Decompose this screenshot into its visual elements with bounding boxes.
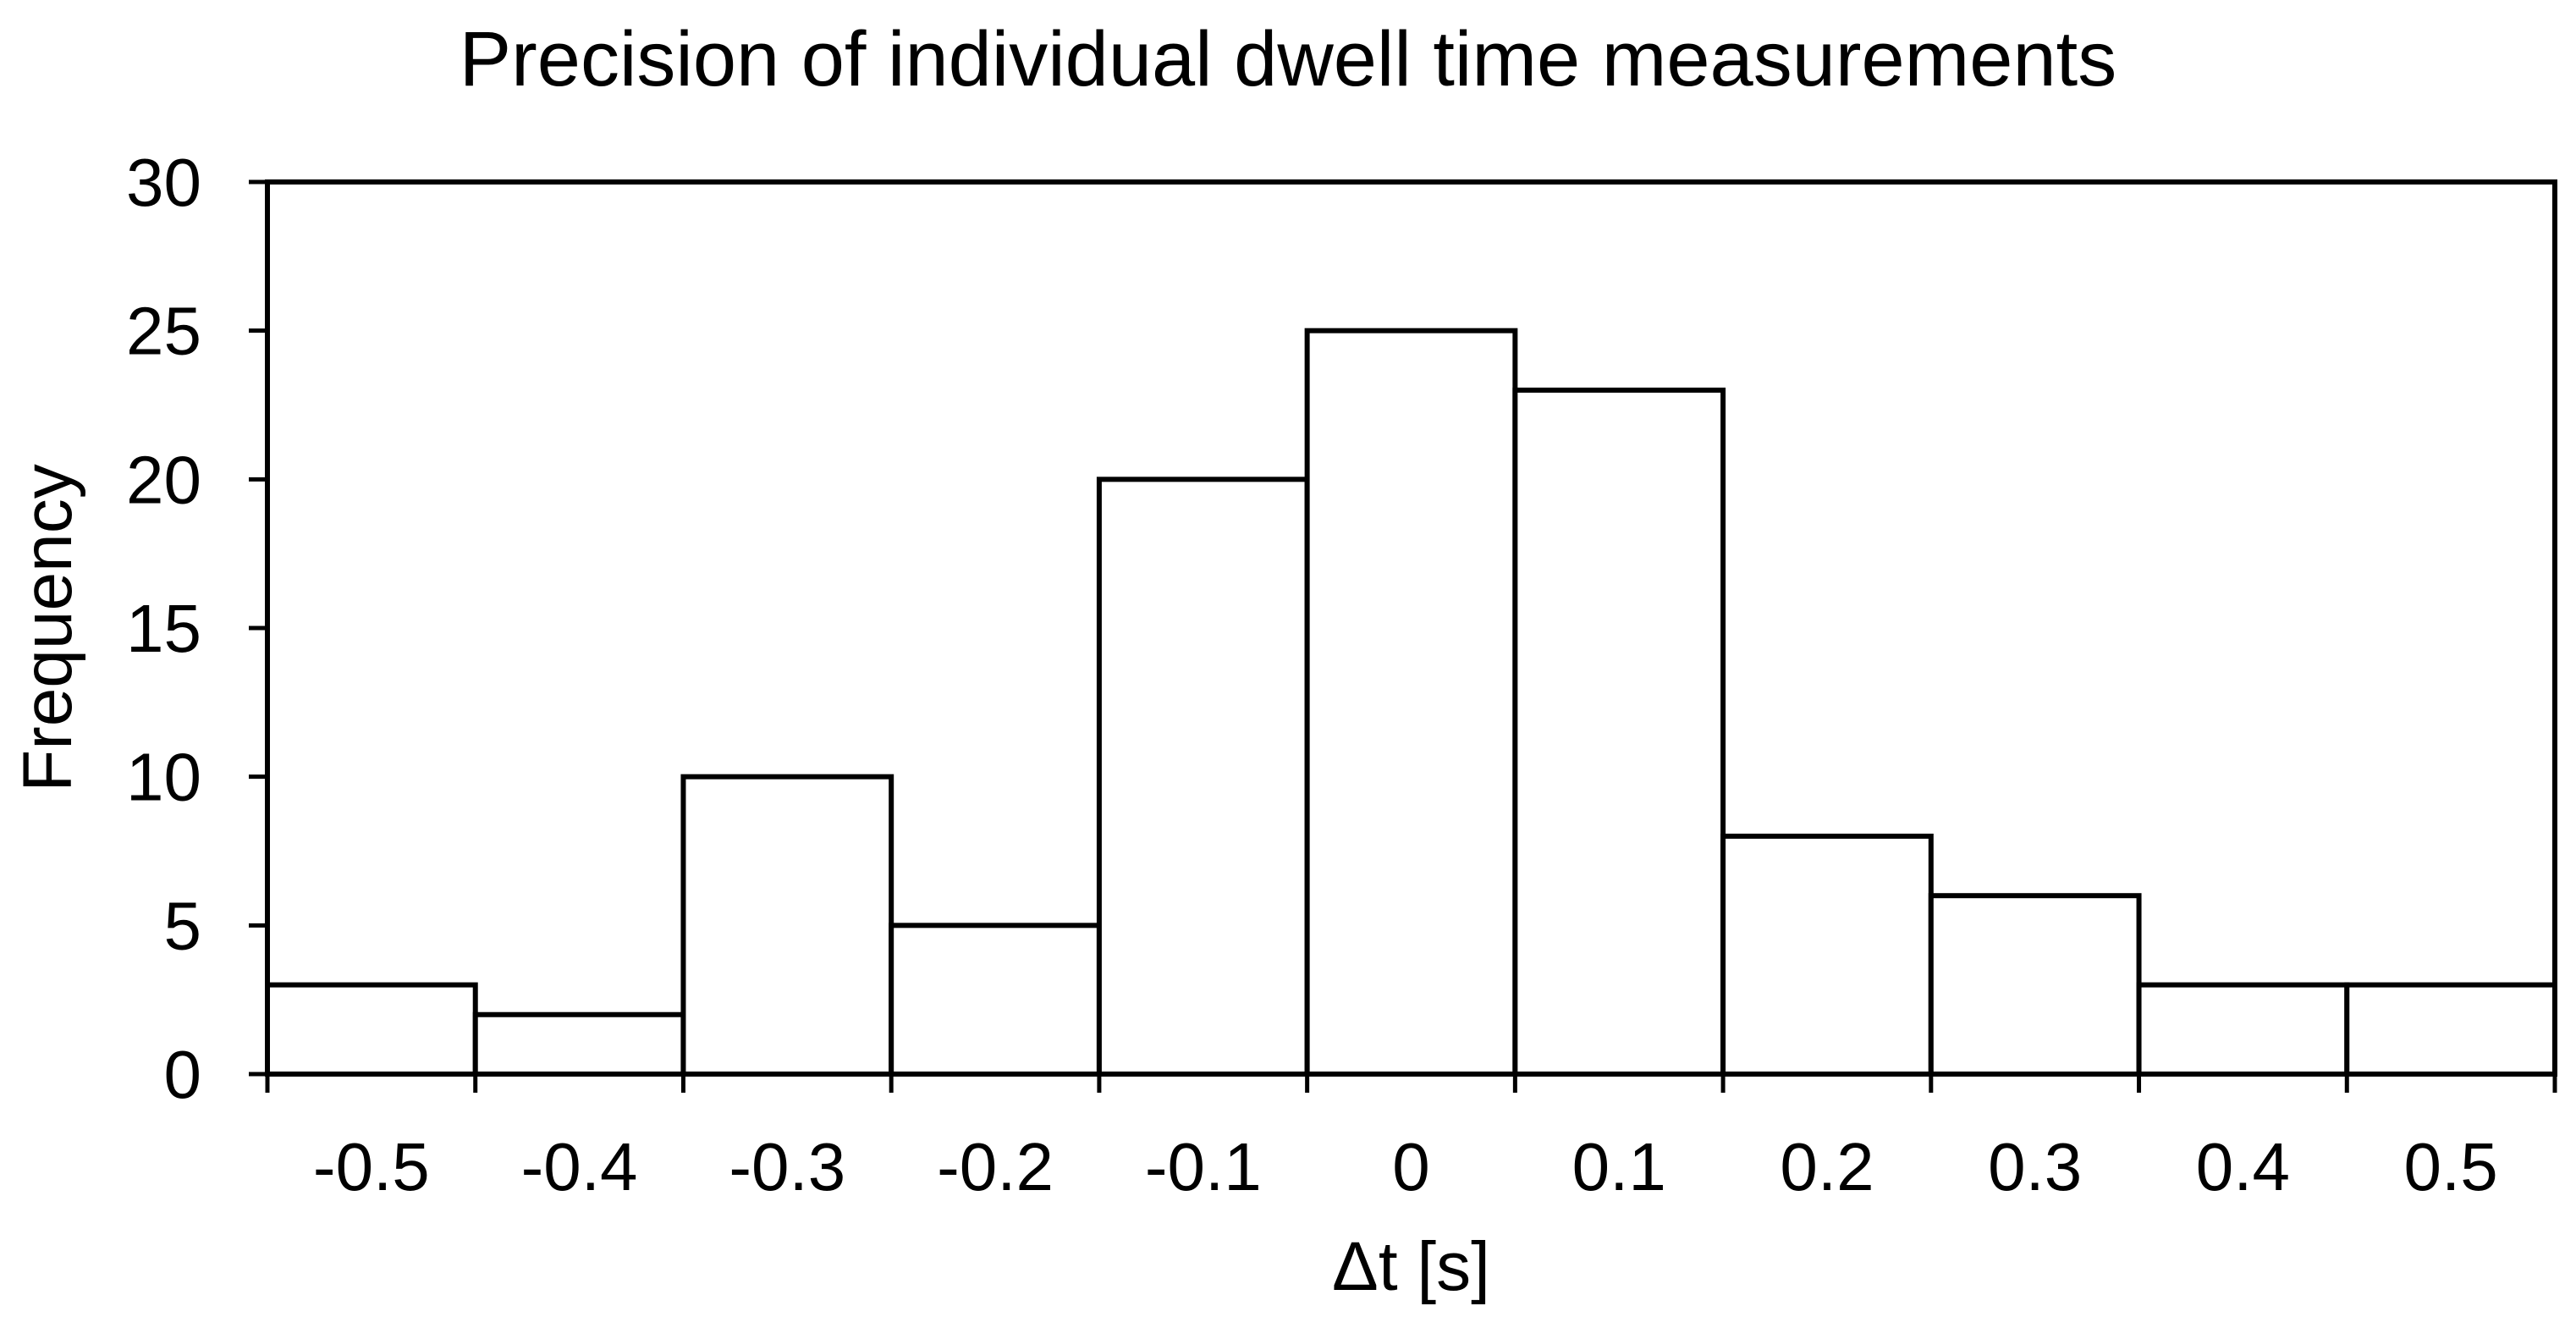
bar	[1720, 833, 1934, 1077]
x-tick-label: 0.2	[1780, 1129, 1874, 1204]
bar	[1512, 387, 1726, 1077]
x-tick-label: -0.3	[729, 1129, 845, 1204]
x-tick-label: 0.4	[2196, 1129, 2290, 1204]
y-tick-label: 20	[126, 442, 201, 517]
bars-group	[265, 328, 2557, 1077]
x-tick-label: -0.1	[1145, 1129, 1262, 1204]
bar	[1096, 477, 1310, 1077]
y-tick-label: 0	[164, 1037, 202, 1112]
y-tick-label: 10	[126, 740, 201, 815]
x-tick-label: -0.2	[937, 1129, 1054, 1204]
bar	[472, 1011, 686, 1077]
x-axis-label: Δt [s]	[1332, 1228, 1490, 1305]
x-tick-label: -0.4	[521, 1129, 638, 1204]
bar	[265, 982, 478, 1077]
y-tick-label: 25	[126, 294, 201, 369]
bar	[2344, 982, 2557, 1077]
x-tick-label: -0.5	[313, 1129, 430, 1204]
x-tick-label: 0	[1392, 1129, 1430, 1204]
x-axis: -0.5 -0.4 -0.3 -0.2 -0.1 0 0.1 0.2 0.3 0.4 0.5	[265, 1074, 2557, 1204]
y-tick-label: 15	[126, 591, 201, 666]
bar	[1928, 893, 2142, 1077]
x-tick-label: 0.5	[2404, 1129, 2498, 1204]
bar	[2136, 982, 2350, 1077]
bar	[889, 923, 1102, 1077]
x-tick-label: 0.3	[1988, 1129, 2082, 1204]
y-axis-label: Frequency	[9, 464, 86, 791]
x-tick-label: 0.1	[1572, 1129, 1666, 1204]
y-tick-label: 5	[164, 888, 202, 963]
chart-title: Precision of individual dwell time measu…	[459, 16, 2117, 102]
y-tick-label: 30	[126, 145, 201, 220]
y-axis: 0 5 10 15 20 25 30	[126, 145, 267, 1112]
bar	[1304, 328, 1518, 1077]
bar	[680, 774, 894, 1077]
